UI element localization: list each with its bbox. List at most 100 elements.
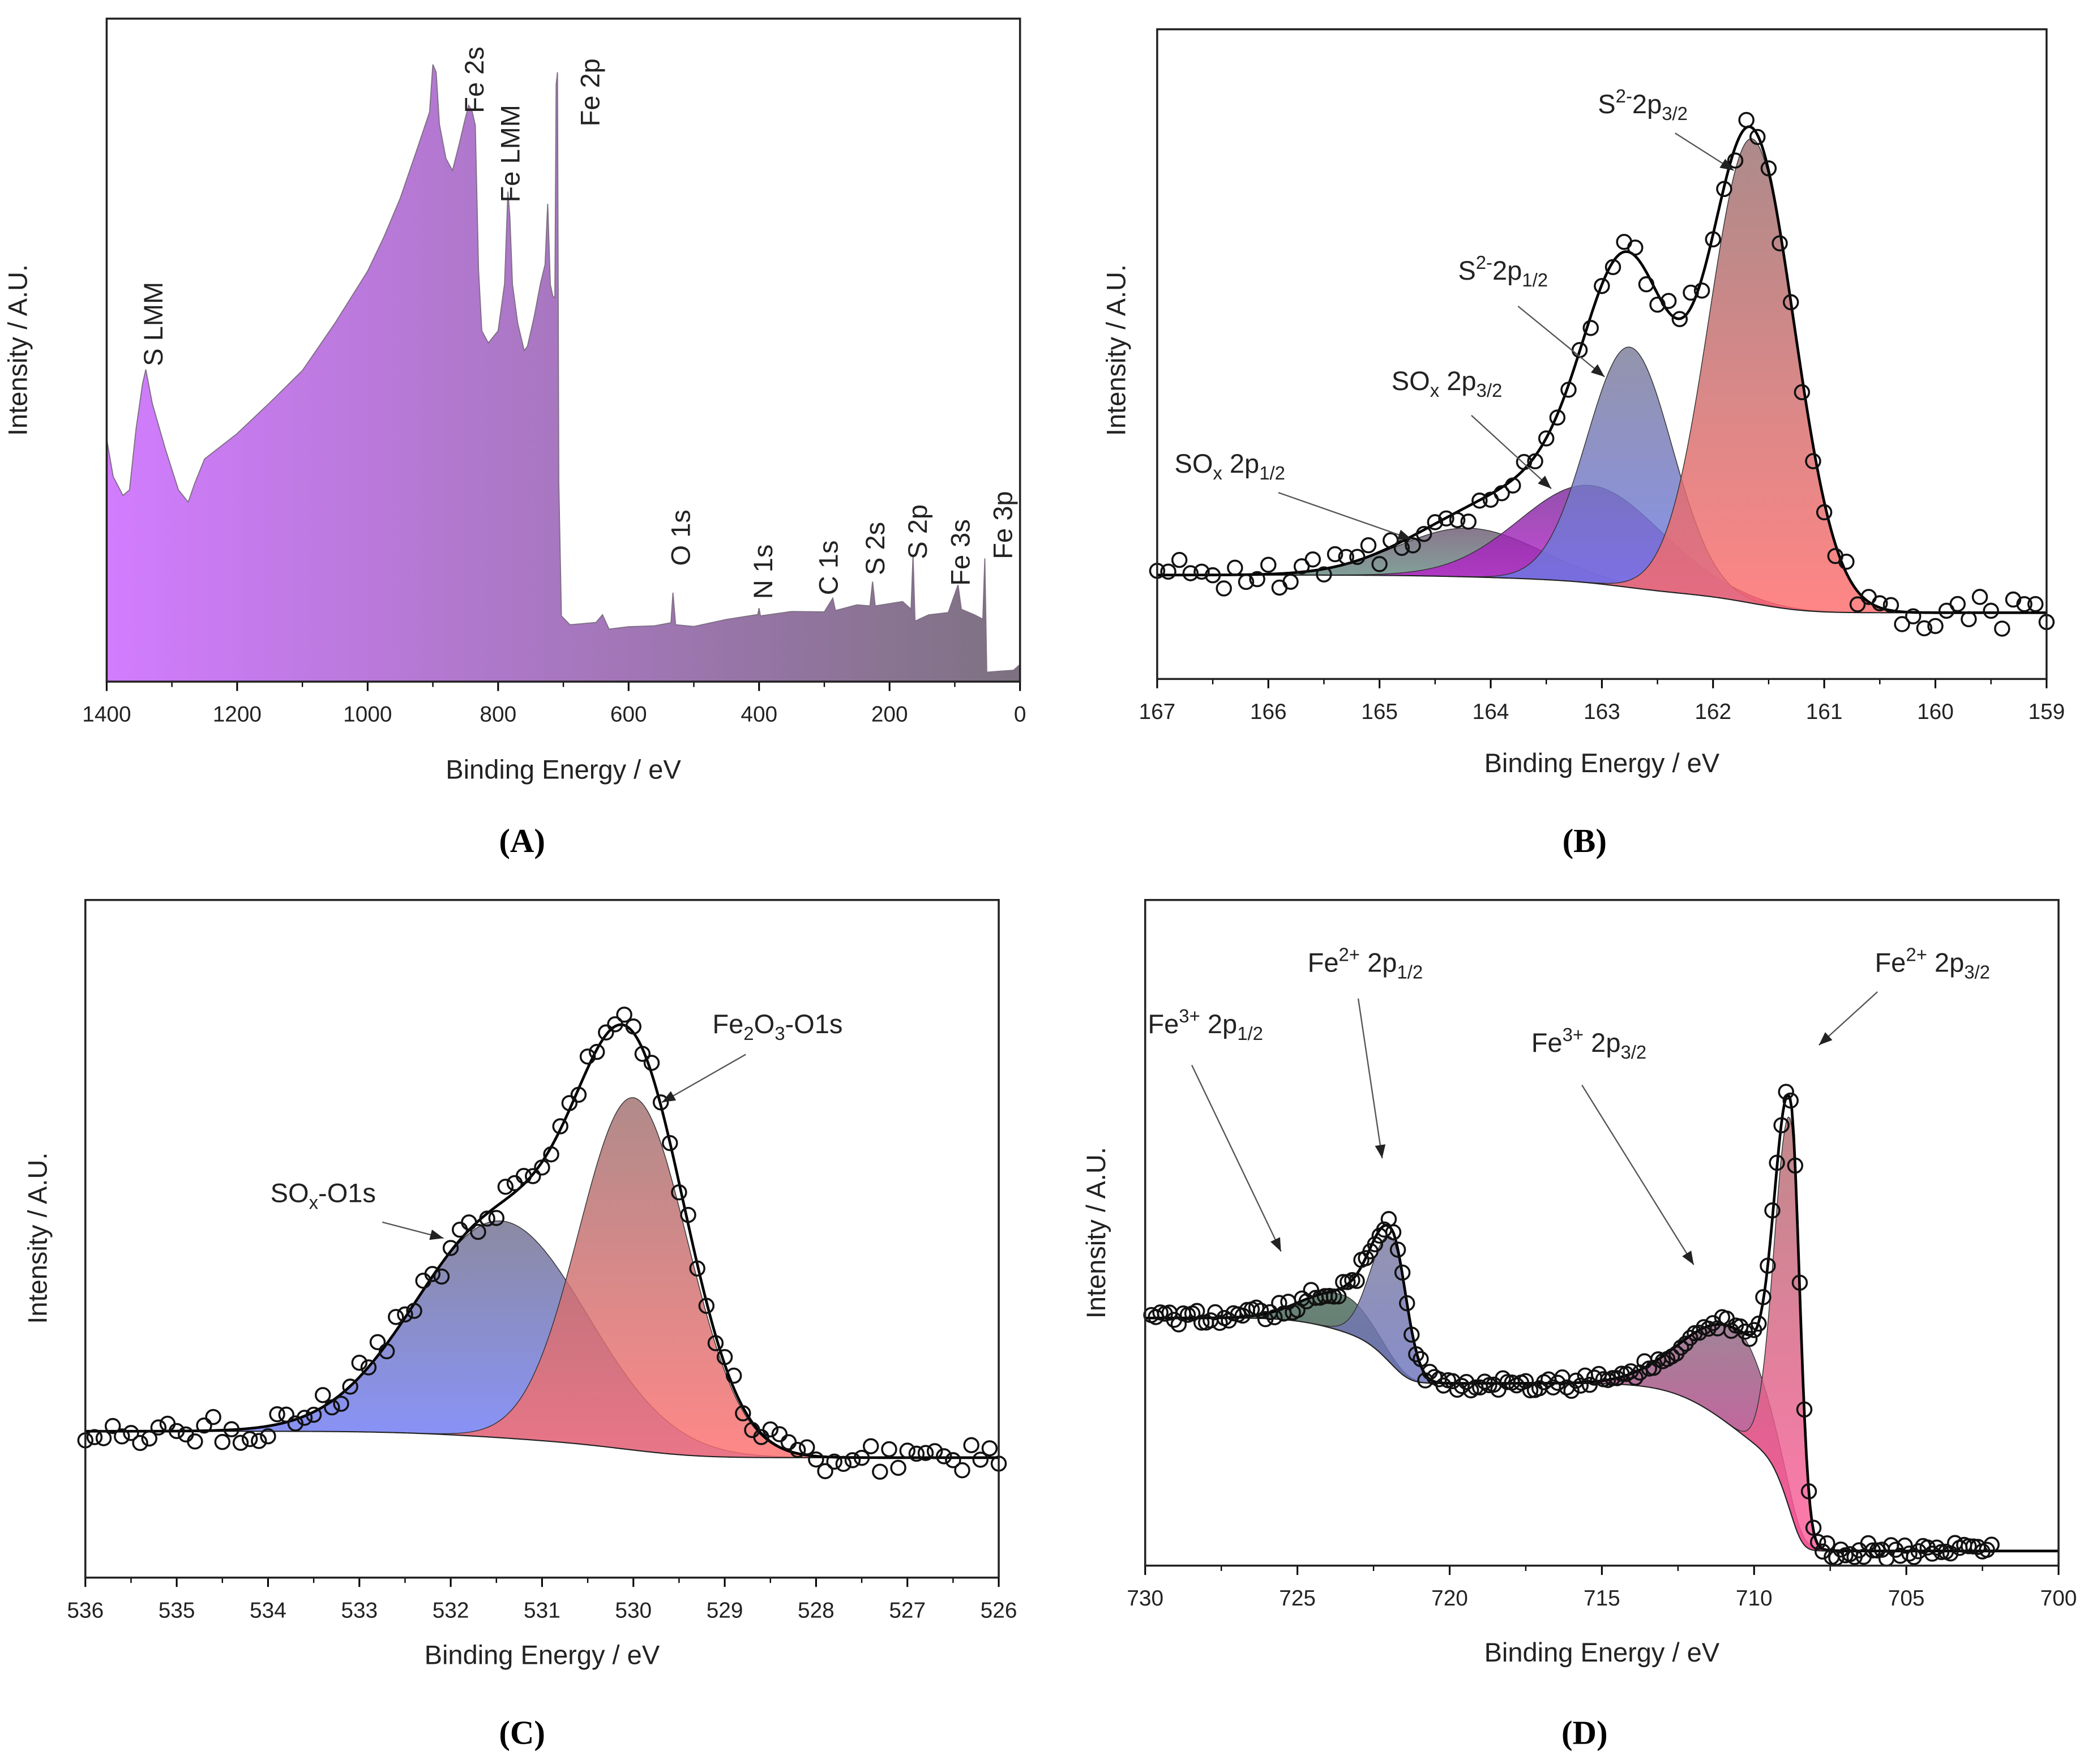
x-tick-label: 715 <box>1584 1586 1620 1611</box>
label-part: 3 <box>775 1023 785 1044</box>
y-axis-title: Intensity / A.U. <box>23 1153 53 1324</box>
arrowhead-icon <box>1538 476 1551 489</box>
data-point <box>104 1418 121 1435</box>
data-point <box>1778 1084 1794 1100</box>
data-point <box>1349 1273 1365 1289</box>
y-axis-title: Intensity / A.U. <box>1101 264 1131 436</box>
data-point <box>1549 409 1566 426</box>
data-point <box>1760 1257 1776 1274</box>
x-axis-title: Binding Energy / eV <box>1484 1637 1720 1667</box>
data-point <box>1604 259 1621 276</box>
data-point <box>232 1435 249 1451</box>
peak-label: N 1s <box>748 545 778 600</box>
data-point <box>406 1303 422 1319</box>
data-point <box>1782 1092 1799 1109</box>
data-point <box>643 1055 660 1071</box>
data-point <box>132 1435 148 1452</box>
data-point <box>936 1448 952 1465</box>
data-point <box>1961 1538 1977 1555</box>
data-point <box>388 1309 404 1325</box>
x-tick-label: 164 <box>1473 700 1509 724</box>
data-point <box>424 1266 441 1282</box>
x-tick-label: 1400 <box>82 703 131 727</box>
label-part: Fe <box>1308 948 1339 978</box>
data-point <box>561 1095 578 1111</box>
arrow-line <box>1471 414 1552 489</box>
label-part: Fe <box>1531 1027 1563 1057</box>
data-point <box>1394 1264 1411 1281</box>
data-point <box>1216 580 1232 597</box>
data-point <box>1894 616 1910 632</box>
peak-label: Fe 3p <box>988 491 1018 559</box>
data-point <box>1171 551 1188 568</box>
data-point <box>1522 1382 1539 1399</box>
data-point <box>817 1463 833 1479</box>
data-point <box>1271 1295 1287 1311</box>
label-part: x <box>1430 380 1440 401</box>
data-point <box>1538 430 1555 447</box>
x-tick-label: 530 <box>615 1598 652 1622</box>
data-point <box>1751 1315 1767 1332</box>
panel-b-axes: 167 166 165 164 163 162 161 160 159 Binding Energ… <box>1101 28 2065 778</box>
data-point <box>205 1408 221 1425</box>
component-label: S2-2p1/2 <box>1458 252 1548 290</box>
peak-label: Fe 2p <box>575 58 605 126</box>
data-point <box>150 1419 167 1436</box>
data-point <box>808 1451 824 1468</box>
data-point <box>1248 1299 1265 1316</box>
data-point <box>1983 602 1999 619</box>
data-point <box>1872 595 1888 611</box>
label-part: 3+ <box>1563 1024 1584 1045</box>
data-point <box>1460 513 1477 530</box>
data-point <box>1458 1373 1475 1390</box>
x-tick-label: 730 <box>1127 1586 1163 1611</box>
data-point <box>1550 1375 1566 1391</box>
data-point <box>187 1433 203 1450</box>
x-tick-label: 534 <box>250 1598 286 1622</box>
label-part: Fe <box>1148 1009 1179 1039</box>
data-point <box>1749 129 1766 145</box>
data-point <box>671 1184 687 1201</box>
peak-label: Fe 2s <box>459 46 489 113</box>
data-point <box>1438 510 1454 527</box>
data-point <box>1325 1288 1342 1305</box>
data-point <box>945 1452 961 1468</box>
label-part: 2p <box>1584 1027 1620 1057</box>
data-point <box>305 1406 322 1423</box>
label-part: S <box>1598 89 1615 119</box>
peak-label: S 2p <box>902 504 932 559</box>
data-point <box>1772 235 1788 252</box>
data-point <box>1905 608 1922 624</box>
arrow-line <box>1581 1085 1695 1265</box>
arrowhead-icon <box>1397 529 1412 540</box>
data-point <box>588 1043 605 1060</box>
data-point <box>1971 589 1988 605</box>
data-point <box>95 1430 112 1446</box>
data-point <box>1249 571 1265 588</box>
arrow-line <box>1191 1064 1282 1252</box>
data-point <box>1360 537 1377 554</box>
x-axis-title: Binding Energy / eV <box>1484 748 1720 778</box>
data-point <box>2027 596 2044 613</box>
data-point <box>1238 573 1255 590</box>
component-label: SOx 2p1/2 <box>1174 448 1285 483</box>
label-part: -O1s <box>318 1178 376 1208</box>
data-point <box>1671 311 1688 327</box>
data-point <box>479 1210 495 1227</box>
data-point <box>1204 567 1221 584</box>
data-point <box>1800 1483 1817 1500</box>
data-point <box>1316 566 1332 583</box>
data-point <box>963 1437 979 1454</box>
data-point <box>908 1445 925 1462</box>
data-point <box>433 1268 450 1285</box>
x-tick-label: 600 <box>610 703 647 727</box>
arrow-line <box>1357 998 1383 1159</box>
data-point <box>1338 549 1354 566</box>
data-point <box>1582 320 1599 336</box>
x-tick-label: 720 <box>1431 1586 1468 1611</box>
data-point <box>1816 504 1833 521</box>
data-point <box>570 1086 587 1103</box>
label-part: 3/2 <box>1477 380 1503 401</box>
